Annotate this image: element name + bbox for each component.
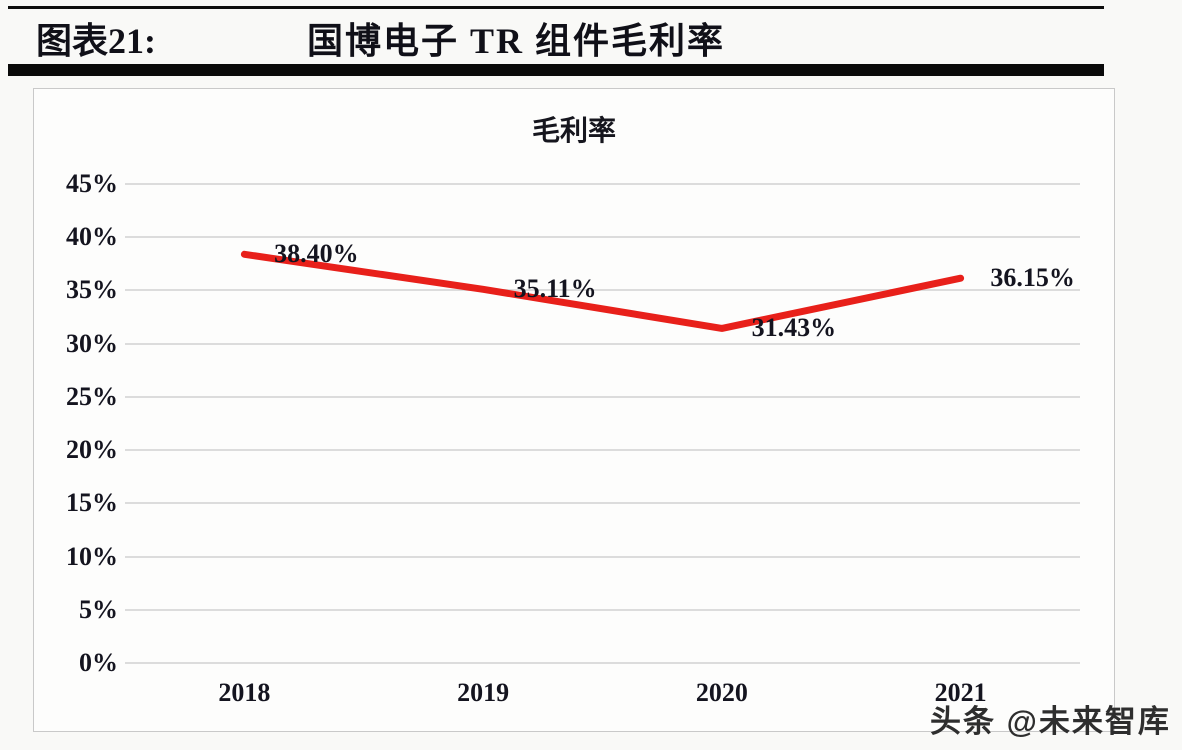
figure-title: 国博电子 TR 组件毛利率 <box>307 21 726 61</box>
figure-header: 图表21: 国博电子 TR 组件毛利率 <box>36 18 1116 64</box>
chart-title: 毛利率 <box>531 115 616 146</box>
top-rule <box>8 6 1104 9</box>
watermark: 头条 @未来智库 <box>930 704 1171 739</box>
header-divider-rule <box>8 64 1104 76</box>
figure-label: 图表21: <box>36 21 156 61</box>
chart-frame: 毛利率 <box>33 88 1115 732</box>
